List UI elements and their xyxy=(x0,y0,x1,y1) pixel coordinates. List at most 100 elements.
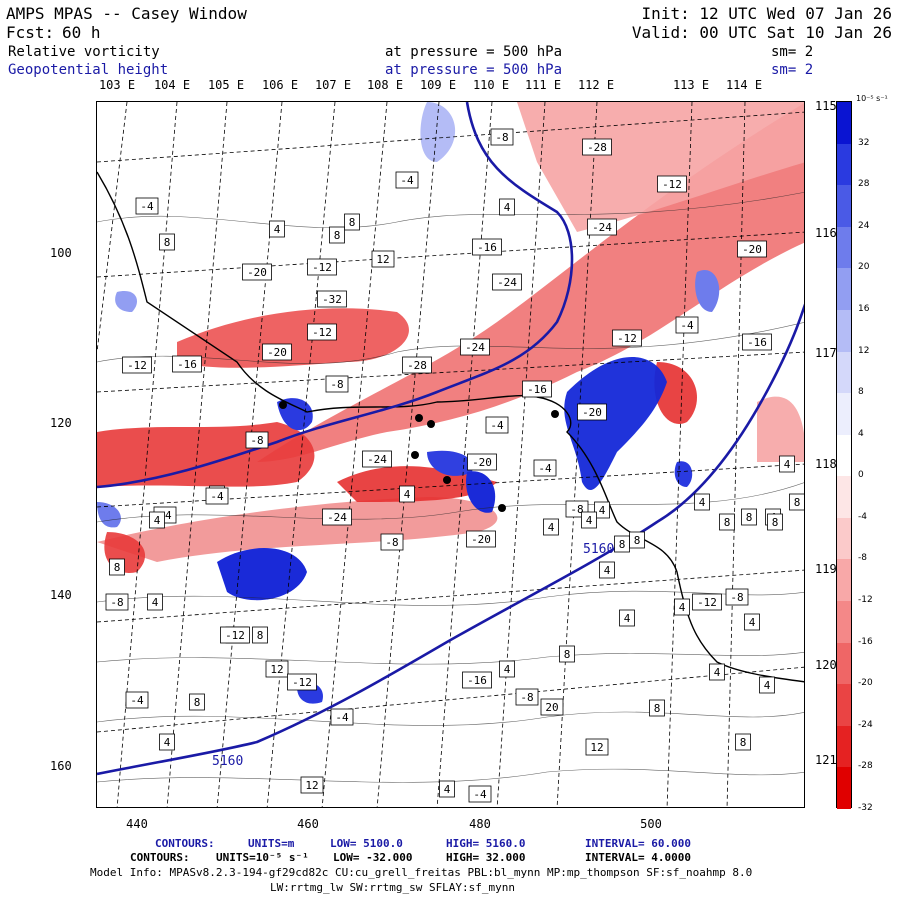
contour-label-text: 4 xyxy=(699,496,706,509)
colorbar-swatch xyxy=(837,767,851,810)
contour-label-text: -4 xyxy=(400,174,414,187)
contour-label-text: 4 xyxy=(784,458,791,471)
contour-label-text: -20 xyxy=(582,406,602,419)
contour-label-text: 8 xyxy=(334,229,341,242)
contour-label: 4 xyxy=(147,593,163,611)
contour-label: -4 xyxy=(330,708,354,726)
contour-label: -24 xyxy=(322,508,352,526)
contour-label: -4 xyxy=(135,197,159,215)
colorbar xyxy=(836,101,852,810)
contour-label-text: -16 xyxy=(467,674,487,687)
field1-sm: sm= 2 xyxy=(771,44,814,60)
contour-label-text: 4 xyxy=(504,663,511,676)
contour-label-text: -12 xyxy=(292,676,312,689)
contour-label: 8 xyxy=(159,233,175,251)
contour-label-text: 12 xyxy=(590,741,603,754)
contour-label-text: 8 xyxy=(724,516,731,529)
colorbar-swatch xyxy=(837,393,851,436)
contour-label: -8 xyxy=(725,588,749,606)
contour-label-text: 12 xyxy=(376,253,389,266)
contour-label: -12 xyxy=(612,329,642,347)
contour-label-text: -20 xyxy=(267,346,287,359)
colorbar-tick-label: -24 xyxy=(858,719,873,730)
footer-model-info: Model Info: MPASv8.2.3-194-gf29cd82c CU:… xyxy=(90,866,753,879)
footer-line2-label: CONTOURS: xyxy=(130,851,190,864)
contour-label: -4 xyxy=(205,487,229,505)
contour-label-text: -20 xyxy=(247,266,267,279)
colorbar-swatch xyxy=(837,351,851,394)
contour-label: 8 xyxy=(109,558,125,576)
x-tick-label: 500 xyxy=(640,817,662,831)
contour-label: 4 xyxy=(599,561,615,579)
contour-label: -12 xyxy=(307,323,337,341)
colorbar-swatch xyxy=(837,476,851,519)
contour-label: -8 xyxy=(490,128,514,146)
colorbar-tick-label: -4 xyxy=(858,511,867,522)
contour-label-text: 4 xyxy=(586,514,593,527)
contour-label-text: 4 xyxy=(624,612,631,625)
contour-label-text: -4 xyxy=(680,319,694,332)
lon-label: 108 E xyxy=(366,78,404,92)
contour-label-text: -24 xyxy=(465,341,485,354)
contour-label: -16 xyxy=(462,671,492,689)
contour-label: -16 xyxy=(172,355,202,373)
contour-label-text: 8 xyxy=(772,516,779,529)
contour-label-text: -4 xyxy=(130,694,144,707)
contour-label: -32 xyxy=(317,290,347,308)
colorbar-tick-label: -20 xyxy=(858,678,873,689)
contour-label-text: 8 xyxy=(114,561,121,574)
contour-label: -4 xyxy=(675,316,699,334)
contour-label-text: -8 xyxy=(520,691,533,704)
contour-label-text: 4 xyxy=(152,596,159,609)
geopotential-height-contours xyxy=(97,102,804,776)
contour-label: -24 xyxy=(362,450,392,468)
vorticity-map[interactable]: -4 8 4 8 -12 -20 -4 -8 4 8 12 -12 -32 -24 -16 -24 -28 -12… xyxy=(96,101,805,808)
contour-label-text: -28 xyxy=(407,359,427,372)
contour-label-text: -12 xyxy=(617,332,637,345)
footer-physics-info: LW:rrtmg_lw SW:rrtmg_sw SFLAY:sf_mynn xyxy=(270,881,516,894)
colorbar-swatch xyxy=(837,185,851,228)
contour-label-text: -12 xyxy=(697,596,717,609)
y-tick-label: 160 xyxy=(50,759,72,773)
lon-label: 112 E xyxy=(577,78,615,92)
lon-label: 110 E xyxy=(472,78,510,92)
contour-label-text: -8 xyxy=(385,536,398,549)
contour-label: -16 xyxy=(742,333,772,351)
map-canvas: -4848-12-20-4-84812-12-32-24-16-24-28-12… xyxy=(97,102,804,807)
contour-label-text: -24 xyxy=(592,221,612,234)
contour-label-text: 8 xyxy=(794,496,801,509)
colorbar-swatch xyxy=(837,642,851,685)
height-contour-label: 5160 xyxy=(212,754,243,769)
contour-label-text: 4 xyxy=(599,504,606,517)
contour-label: 8 xyxy=(719,513,735,531)
contour-label-text: -8 xyxy=(110,596,123,609)
colorbar-tick-label: 12 xyxy=(858,345,870,356)
y-tick-label: 140 xyxy=(50,588,72,602)
contour-label: 8 xyxy=(649,699,665,717)
contour-label-text: 4 xyxy=(679,601,686,614)
contour-label: 20 xyxy=(540,698,564,716)
contour-label-text: 8 xyxy=(654,702,661,715)
contour-label: -8 xyxy=(245,431,269,449)
contour-label: 12 xyxy=(265,660,289,678)
contour-label-text: 12 xyxy=(270,663,283,676)
colorbar-unit: 10⁻⁵ s⁻¹ xyxy=(856,94,888,103)
footer-line2-high: HIGH= 32.000 xyxy=(446,851,526,864)
contour-label: 12 xyxy=(371,250,395,268)
forecast-hours: 60 h xyxy=(62,23,101,42)
contour-label-text: 4 xyxy=(764,679,771,692)
contour-label-text: -8 xyxy=(250,434,263,447)
negative-vorticity-shading xyxy=(97,102,804,573)
contour-label: -20 xyxy=(466,530,496,548)
colorbar-swatch xyxy=(837,517,851,560)
contour-label: 8 xyxy=(329,226,345,244)
contour-label: 8 xyxy=(559,645,575,663)
contour-label-text: 8 xyxy=(619,538,626,551)
colorbar-tick-label: 20 xyxy=(858,262,870,273)
colorbar-swatch xyxy=(837,684,851,727)
colorbar-swatch xyxy=(837,725,851,768)
footer-line2-units: UNITS=10⁻⁵ s⁻¹ xyxy=(216,851,309,864)
contour-label-text: -4 xyxy=(490,419,504,432)
contour-label-text: -20 xyxy=(471,533,491,546)
field2-sm: sm= 2 xyxy=(771,62,814,78)
